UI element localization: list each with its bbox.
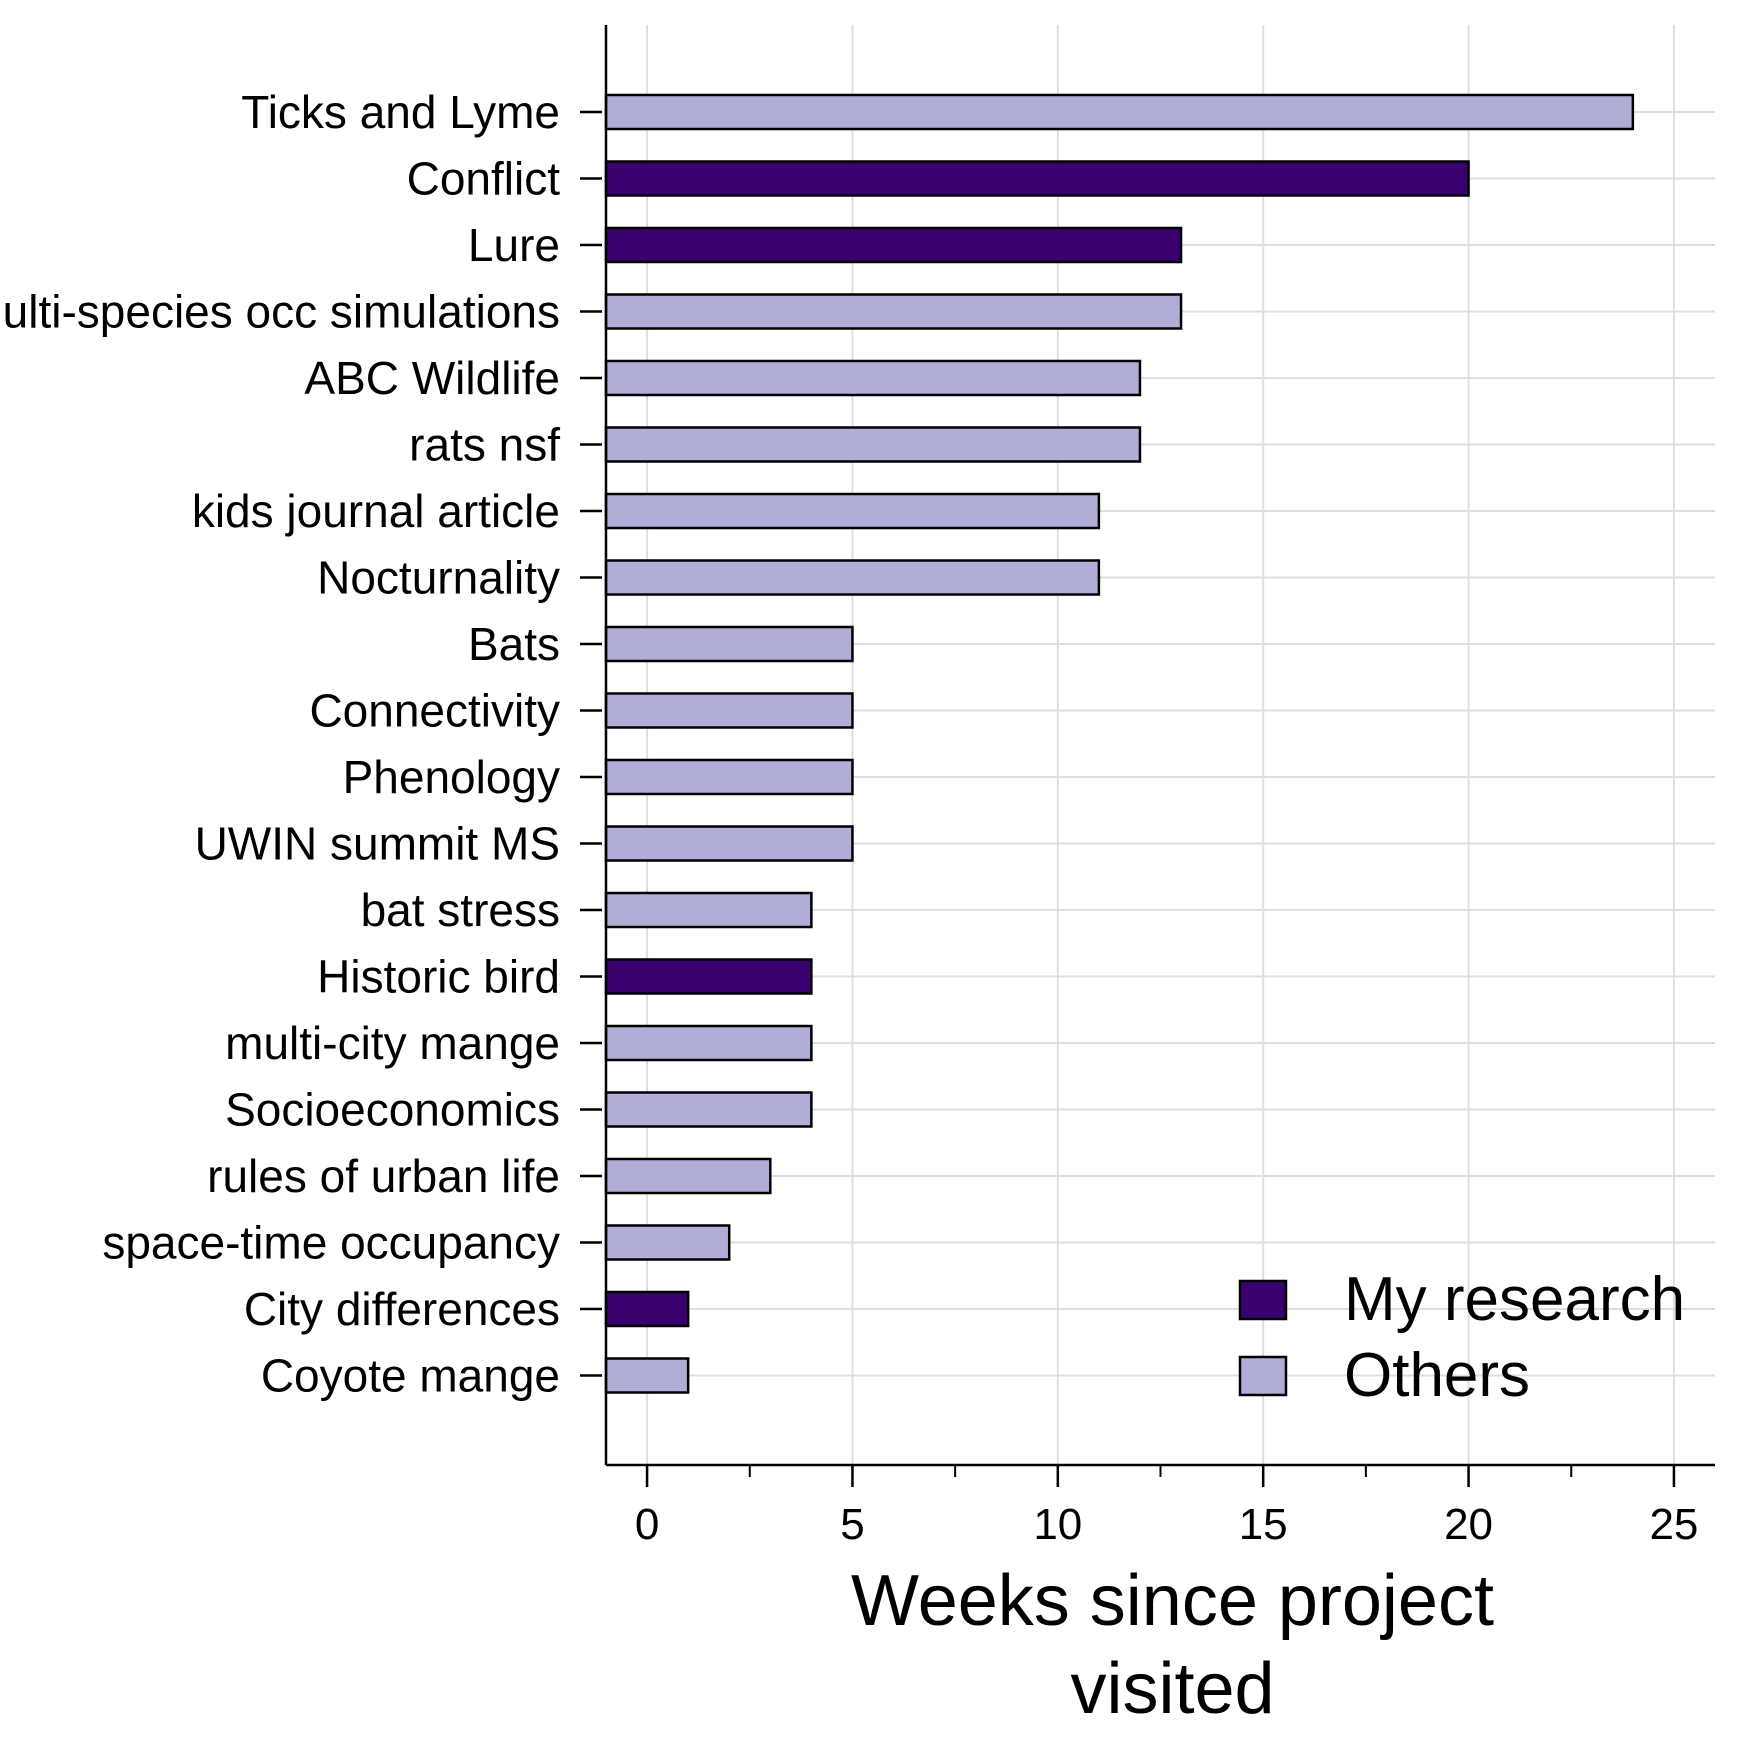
category-label: Connectivity	[309, 685, 560, 737]
bar	[604, 226, 1183, 264]
x-tick-label: 15	[1239, 1500, 1288, 1549]
bar	[604, 1290, 690, 1328]
category-label: Coyote mange	[261, 1350, 560, 1402]
bar	[604, 625, 854, 663]
category-label: space-time occupancy	[102, 1217, 560, 1269]
category-label: Multi-species occ simulations	[0, 286, 560, 338]
category-label: multi-city mange	[225, 1017, 560, 1069]
bars	[604, 93, 1635, 1394]
category-label: Phenology	[343, 751, 560, 803]
bar	[604, 758, 854, 796]
legend-label: My research	[1344, 1265, 1685, 1334]
category-label: Conflict	[407, 153, 561, 205]
legend-swatch	[1238, 1355, 1288, 1397]
category-label: ABC Wildlife	[304, 352, 560, 404]
category-label: Historic bird	[317, 951, 560, 1003]
legend-label: Others	[1344, 1341, 1530, 1410]
bar	[604, 1357, 690, 1394]
x-axis-title: Weeks since project	[851, 1561, 1494, 1641]
category-label: Ticks and Lyme	[241, 86, 560, 138]
x-tick-label: 25	[1649, 1500, 1698, 1549]
bar	[604, 825, 854, 862]
bar	[604, 293, 1183, 330]
category-label: bat stress	[361, 884, 560, 936]
labels: Ticks and Lyme Conflict Lure Multi-species …	[0, 86, 1698, 1729]
category-label: rules of urban life	[207, 1150, 560, 1202]
legend-swatch	[1238, 1279, 1288, 1321]
x-axis-title: visited	[1070, 1649, 1274, 1729]
category-label: Nocturnality	[317, 552, 560, 604]
x-tick-label: 10	[1033, 1500, 1082, 1549]
x-tick-label: 5	[840, 1500, 864, 1549]
category-label: rats nsf	[409, 419, 560, 471]
bar	[604, 160, 1470, 197]
bar	[604, 1091, 813, 1128]
bar	[604, 692, 854, 729]
bar	[604, 559, 1101, 596]
bar	[604, 93, 1635, 131]
category-label: UWIN summit MS	[195, 818, 560, 870]
category-label: kids journal article	[192, 485, 560, 537]
legend: My research Others	[1238, 1265, 1685, 1410]
category-label: Socioeconomics	[225, 1084, 560, 1136]
x-tick-label: 0	[635, 1500, 659, 1549]
bar	[604, 1157, 772, 1195]
bar	[604, 359, 1142, 397]
category-label: City differences	[244, 1283, 560, 1335]
x-tick-label: 20	[1444, 1500, 1493, 1549]
axes	[580, 25, 1715, 1487]
bar	[604, 492, 1101, 530]
bar	[604, 426, 1142, 463]
category-label: Lure	[468, 219, 560, 271]
category-label: Bats	[468, 618, 560, 670]
bar	[604, 958, 813, 995]
bar	[604, 891, 813, 929]
bar	[604, 1224, 731, 1261]
bar	[604, 1024, 813, 1062]
